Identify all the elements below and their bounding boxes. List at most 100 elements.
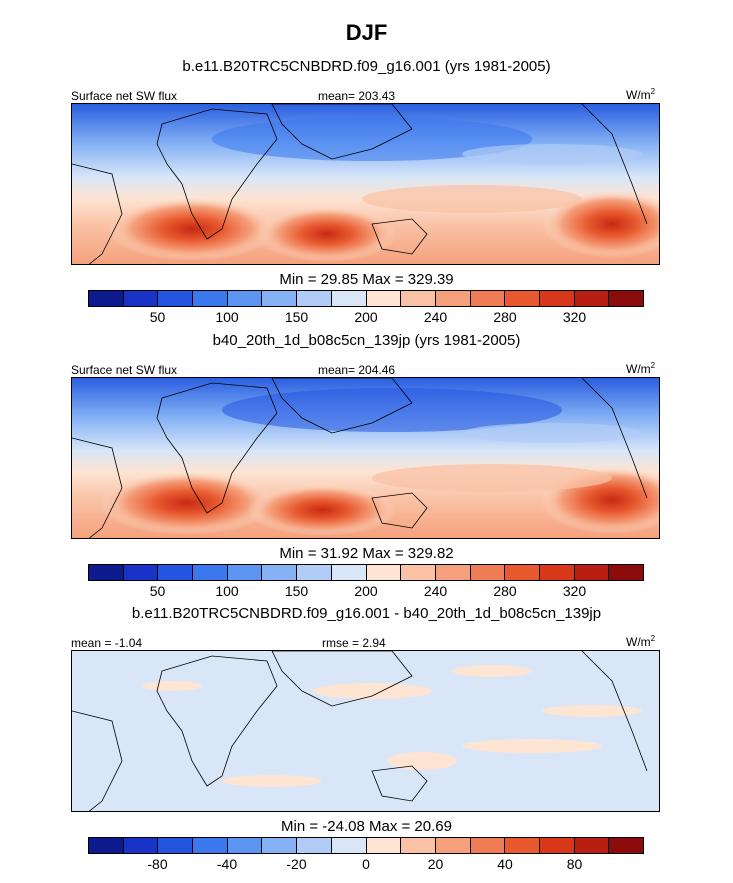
colorbar-swatch xyxy=(123,291,159,306)
colorbar-swatch xyxy=(123,565,159,580)
colorbar-tick-label: -40 xyxy=(216,856,238,872)
panel1-units-exp: 2 xyxy=(650,87,656,96)
figure-title: DJF xyxy=(345,20,388,45)
panel2-min-max: Min = 31.92 Max = 329.82 xyxy=(279,545,454,562)
colorbar-swatch xyxy=(539,565,575,580)
colorbar-swatch xyxy=(574,838,610,853)
colorbar-swatch xyxy=(227,565,263,580)
panel3-units-label: W/m2 xyxy=(626,634,655,649)
panel1-units-label: W/m2 xyxy=(626,87,655,102)
colorbar-swatch xyxy=(297,565,332,580)
colorbar-swatch xyxy=(331,565,367,580)
panel3-colorbar xyxy=(88,837,644,854)
colorbar-swatch xyxy=(89,838,124,853)
colorbar-swatch xyxy=(401,565,436,580)
panel2-variable-label: Surface net SW flux xyxy=(71,363,178,377)
panel2-colorbar-ticks: 50 100 150 200 240 280 320 xyxy=(88,583,644,599)
colorbar-swatch xyxy=(297,838,332,853)
colorbar-tick-label: 0 xyxy=(362,856,370,872)
colorbar-swatch xyxy=(262,565,298,580)
colorbar-swatch xyxy=(297,291,332,306)
panel2-subtitle: b40_20th_1d_b08c5cn_139jp (yrs 1981-2005… xyxy=(212,332,521,349)
colorbar-tick-label: 100 xyxy=(215,309,239,325)
colorbar-swatch xyxy=(193,838,228,853)
colorbar-tick-label: 80 xyxy=(566,856,583,872)
colorbar-tick-label: 320 xyxy=(562,309,587,325)
colorbar-swatch xyxy=(574,565,610,580)
panel1-mean-label: mean= 203.43 xyxy=(318,89,396,103)
panel1-colorbar xyxy=(88,290,644,307)
panel3-min-max: Min = -24.08 Max = 20.69 xyxy=(281,818,452,835)
colorbar-swatch xyxy=(435,838,471,853)
panel2-units-base: W/m xyxy=(626,362,651,376)
colorbar-tick-label: 320 xyxy=(562,583,587,599)
colorbar-tick-label: 50 xyxy=(149,583,166,599)
colorbar-swatch xyxy=(262,291,298,306)
panel1-units-base: W/m xyxy=(626,88,651,102)
panel3-units-exp: 2 xyxy=(650,634,656,643)
colorbar-tick-label: 150 xyxy=(284,583,309,599)
colorbar-swatch xyxy=(262,838,298,853)
colorbar-swatch xyxy=(574,291,610,306)
panel3-rmse-label: rmse = 2.94 xyxy=(322,636,386,650)
panel3-colorbar-ticks: -80 -40 -20 0 20 40 80 xyxy=(88,856,644,872)
panel2-mean-label: mean= 204.46 xyxy=(318,363,396,377)
panel3-map xyxy=(71,650,660,812)
colorbar-swatch xyxy=(505,838,540,853)
panel1-min-max: Min = 29.85 Max = 329.39 xyxy=(279,271,454,288)
colorbar-tick-label: -80 xyxy=(147,856,168,872)
colorbar-swatch xyxy=(505,565,540,580)
colorbar-swatch xyxy=(227,291,263,306)
panel1-variable-label: Surface net SW flux xyxy=(71,89,178,103)
colorbar-swatch xyxy=(89,565,124,580)
colorbar-swatch xyxy=(89,291,124,306)
colorbar-swatch xyxy=(435,291,471,306)
colorbar-tick-label: 100 xyxy=(215,583,239,599)
colorbar-swatch xyxy=(470,565,506,580)
colorbar-swatch xyxy=(158,838,194,853)
colorbar-tick-label: 280 xyxy=(493,309,517,325)
colorbar-swatch xyxy=(401,838,436,853)
colorbar-tick-label: 200 xyxy=(354,309,378,325)
colorbar-tick-label: 240 xyxy=(423,583,448,599)
panel3-units-base: W/m xyxy=(626,635,651,649)
colorbar-swatch xyxy=(609,838,643,853)
colorbar-swatch xyxy=(470,291,506,306)
colorbar-swatch xyxy=(539,838,575,853)
colorbar-swatch xyxy=(331,838,367,853)
colorbar-swatch xyxy=(158,565,194,580)
colorbar-swatch xyxy=(193,291,228,306)
colorbar-swatch xyxy=(435,565,471,580)
panel3-mean-label: mean = -1.04 xyxy=(71,636,143,650)
colorbar-swatch xyxy=(366,838,402,853)
panel1-map xyxy=(71,103,660,265)
colorbar-tick-label: 20 xyxy=(427,856,444,872)
colorbar-tick-label: 50 xyxy=(149,309,166,325)
panel2-units-label: W/m2 xyxy=(626,361,655,376)
panel2-units-exp: 2 xyxy=(650,361,656,370)
colorbar-swatch xyxy=(193,565,228,580)
colorbar-tick-label: -20 xyxy=(286,856,307,872)
colorbar-tick-label: 280 xyxy=(493,583,517,599)
colorbar-tick-label: 240 xyxy=(423,309,448,325)
colorbar-swatch xyxy=(505,291,540,306)
colorbar-swatch xyxy=(609,291,643,306)
colorbar-swatch xyxy=(227,838,263,853)
colorbar-tick-label: 200 xyxy=(354,583,378,599)
colorbar-swatch xyxy=(366,291,402,306)
panel1-subtitle: b.e11.B20TRC5CNBDRD.f09_g16.001 (yrs 198… xyxy=(182,58,551,75)
panel3-subtitle: b.e11.B20TRC5CNBDRD.f09_g16.001 - b40_20… xyxy=(131,605,602,622)
colorbar-swatch xyxy=(609,565,643,580)
panel2-colorbar xyxy=(88,564,644,581)
colorbar-swatch xyxy=(158,291,194,306)
panel1-colorbar-ticks: 50 100 150 200 240 280 320 xyxy=(88,309,644,325)
colorbar-swatch xyxy=(470,838,506,853)
colorbar-swatch xyxy=(366,565,402,580)
colorbar-swatch xyxy=(401,291,436,306)
colorbar-swatch xyxy=(539,291,575,306)
colorbar-tick-label: 150 xyxy=(284,309,309,325)
colorbar-tick-label: 40 xyxy=(497,856,513,872)
panel2-map xyxy=(71,377,660,539)
colorbar-swatch xyxy=(331,291,367,306)
colorbar-swatch xyxy=(123,838,159,853)
